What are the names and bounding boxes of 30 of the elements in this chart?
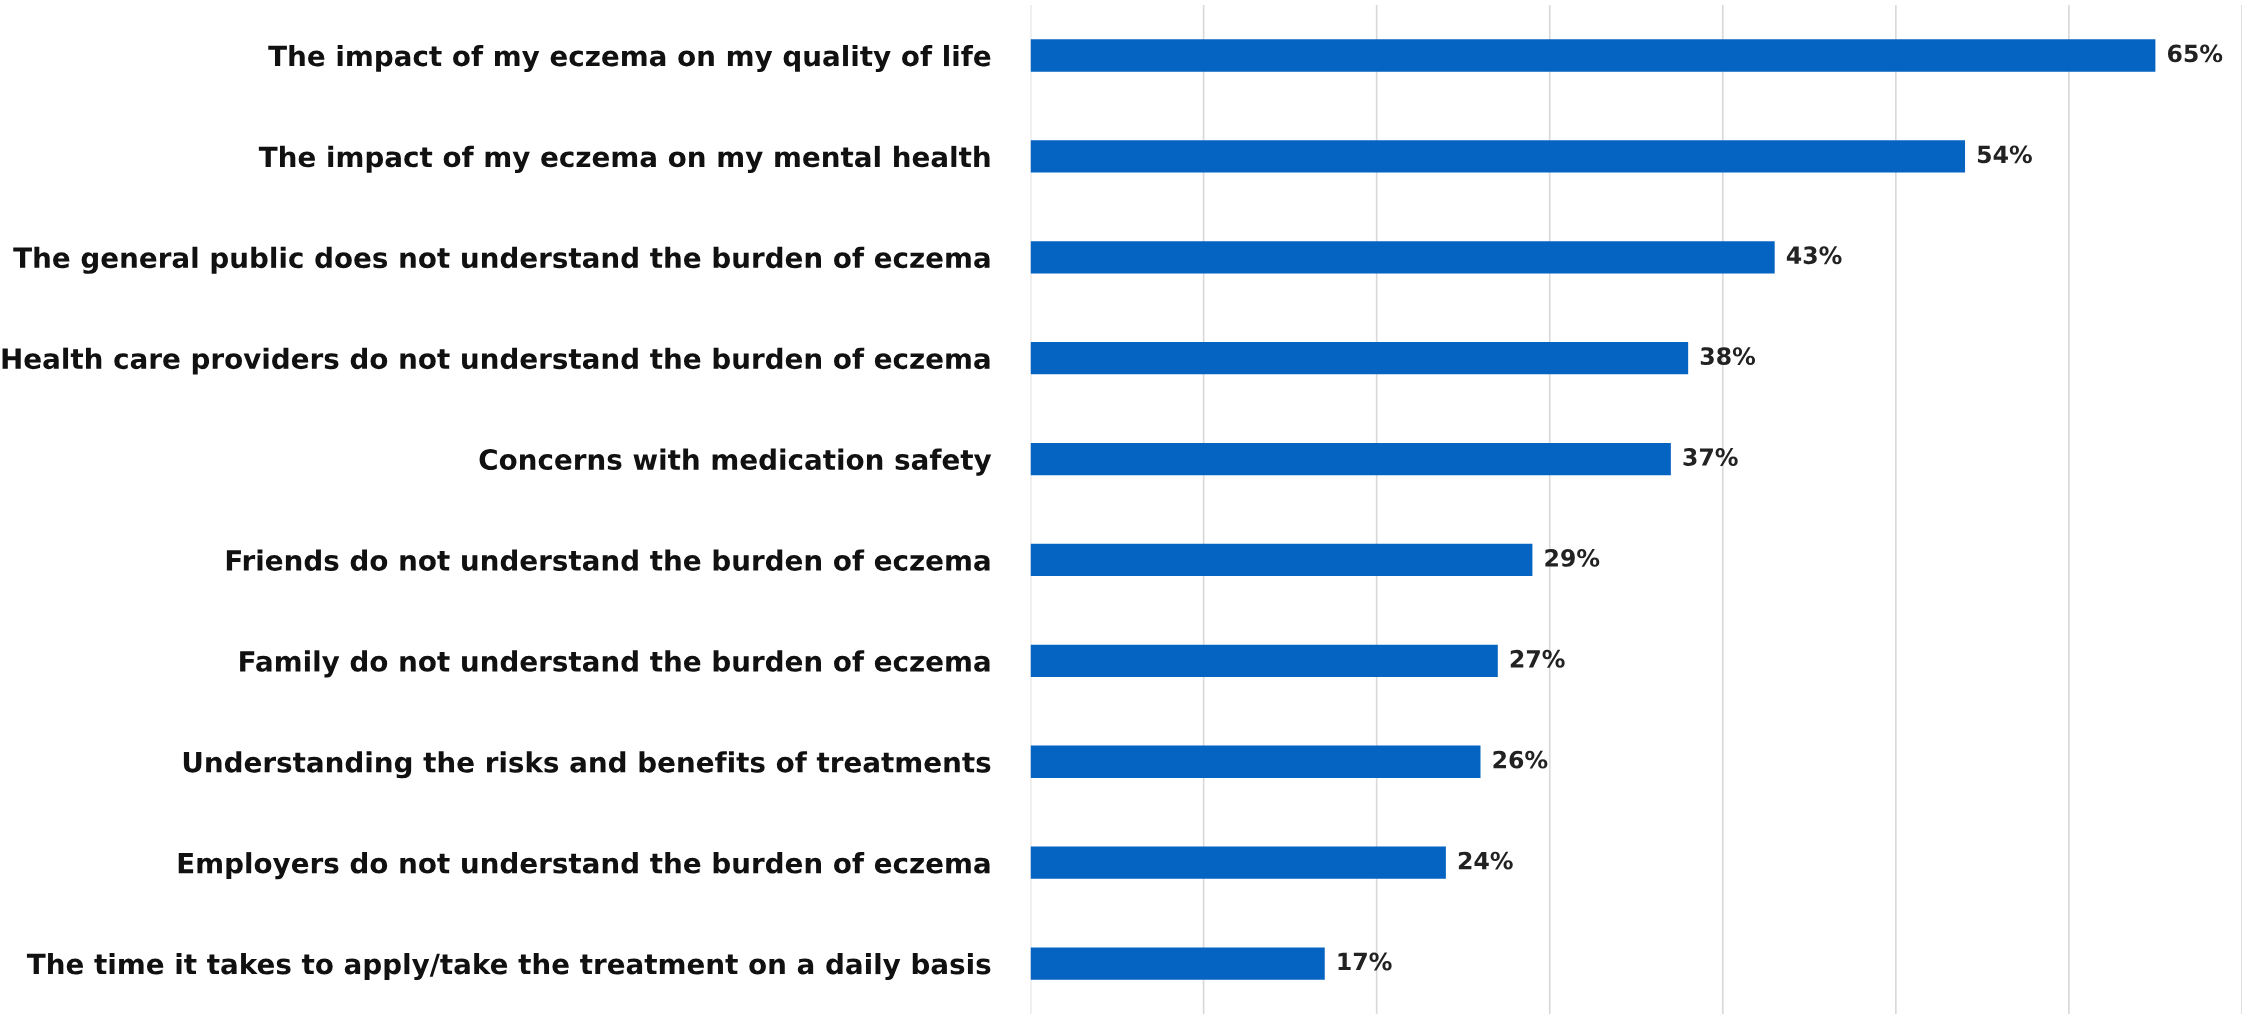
data-label: 37% xyxy=(1683,448,1738,466)
data-label: 29% xyxy=(1545,548,1600,567)
bar xyxy=(1030,241,1775,274)
bar xyxy=(1030,342,1689,375)
y-tick-label: The impact of my eczema on my mental health xyxy=(258,145,990,173)
data-label: 17% xyxy=(1338,952,1392,971)
y-tick-label: The general public does not understand the burden of eczema xyxy=(13,246,990,274)
data-label: 24% xyxy=(1458,851,1513,870)
bar xyxy=(1030,39,2156,72)
y-tick-label: Health care providers do not understand the burden of eczema xyxy=(2,347,990,375)
bar xyxy=(1030,442,1671,476)
data-label: 26% xyxy=(1493,750,1548,769)
bar xyxy=(1030,140,1966,173)
bar xyxy=(1030,745,1481,778)
bar xyxy=(1030,846,1446,879)
y-tick-label: Understanding the risks and benefits of treatments xyxy=(183,751,991,779)
y-tick-label: Employers do not understand the burden of eczema xyxy=(178,852,990,880)
y-tick-label: Concerns with medication safety xyxy=(479,448,992,476)
bar xyxy=(1030,644,1498,678)
y-tick-label: Friends do not understand the burden of eczema xyxy=(226,549,990,571)
data-label: 54% xyxy=(1977,145,2032,164)
bar xyxy=(1030,543,1533,577)
data-label: 65% xyxy=(2167,44,2223,63)
y-tick-label: The time it takes to apply/take the treatment on a daily basis xyxy=(26,953,991,981)
data-label: 38% xyxy=(1700,347,1756,366)
y-tick-label: Family do not understand the burden of eczema xyxy=(240,650,990,678)
data-label: 27% xyxy=(1510,649,1565,668)
y-tick-label: The impact of my eczema on my quality of life xyxy=(268,44,991,73)
bar xyxy=(1030,947,1325,980)
data-label: 43% xyxy=(1786,246,1842,265)
